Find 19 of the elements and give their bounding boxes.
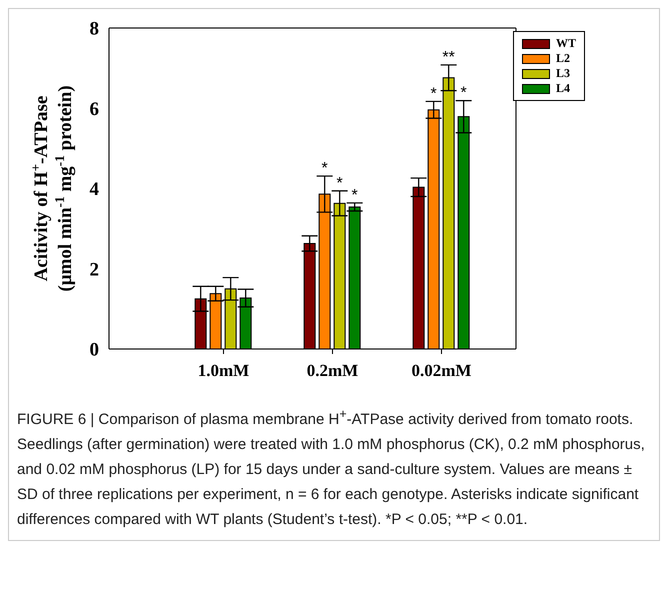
legend-label: L2 bbox=[556, 51, 570, 66]
x-tick-label: 0.02mM bbox=[412, 361, 472, 380]
caption: FIGURE 6 | Comparison of plasma membrane H$^{+}$-ATPase activity derived from tomato roots. Seedlings (after germination) were treated with 1.0 mM phosphorus (CK), 0.2 mM phosphorus, and 0.02 mM phosphorus (LP) for 15 days under a sand-culture system. Values are means ± SD of three replications per experiment, n = 6 for each genotype. Asterisks indicate significant differences compared with WT plants (Student’s t-test). *P < 0.05; **P < 0.01. bbox=[16, 406, 646, 530]
data-label: * bbox=[460, 84, 467, 102]
x-tick-label: 0.2mM bbox=[306, 361, 358, 380]
y-tick-label: 4 bbox=[90, 179, 100, 200]
data-label: * bbox=[336, 174, 343, 192]
legend-label: L3 bbox=[556, 66, 570, 81]
data-label: * bbox=[430, 85, 437, 102]
y-tick-label: 2 bbox=[90, 259, 99, 280]
legend-label: WT bbox=[556, 36, 576, 51]
data-label: ** bbox=[442, 48, 455, 66]
data-label: * bbox=[322, 160, 328, 178]
y-tick-label: 0 bbox=[90, 340, 99, 361]
y-tick-label: 6 bbox=[90, 98, 99, 120]
y-tick-label: 8 bbox=[90, 18, 99, 40]
data-label: * bbox=[352, 186, 358, 204]
legend-label: L4 bbox=[556, 81, 570, 96]
x-tick-label: 1.0mM bbox=[198, 361, 250, 380]
